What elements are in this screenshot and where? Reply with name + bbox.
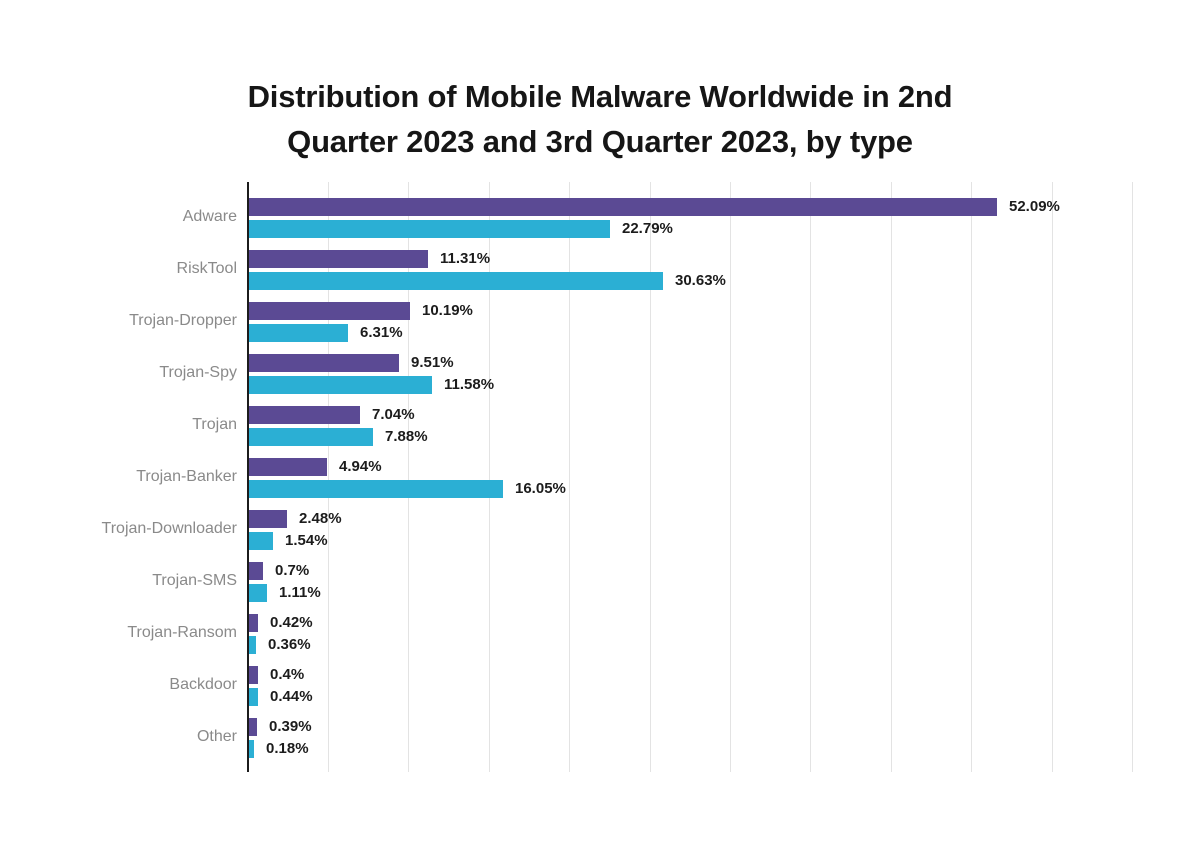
title-line-2: Quarter 2023 and 3rd Quarter 2023, by ty… — [287, 124, 913, 159]
gridline — [810, 182, 812, 772]
value-label-q2-adware: 52.09% — [1009, 198, 1060, 215]
category-label-trojan-banker: Trojan-Banker — [136, 468, 237, 485]
value-label-q3-trojan-spy: 11.58% — [444, 376, 495, 393]
bar-q3-adware — [248, 220, 610, 238]
bar-q2-adware — [248, 198, 997, 216]
value-label-q3-other: 0.18% — [266, 740, 309, 757]
gridline — [569, 182, 571, 772]
value-label-q2-backdoor: 0.4% — [270, 666, 305, 683]
value-label-q3-trojan-ransom: 0.36% — [268, 636, 311, 653]
bar-q3-trojan-spy — [248, 376, 432, 394]
bar-q3-risktool — [248, 272, 663, 290]
category-label-other: Other — [196, 728, 237, 745]
value-label-q3-trojan: 7.88% — [385, 428, 428, 445]
value-label-q2-trojan: 7.04% — [372, 406, 415, 423]
bar-q3-trojan-ransom — [248, 636, 256, 654]
bar-q3-trojan-sms — [248, 584, 267, 602]
gridline — [649, 182, 651, 772]
value-label-q3-trojan-sms: 1.11% — [279, 584, 321, 601]
bar-q2-risktool — [248, 250, 428, 268]
category-label-adware: Adware — [182, 208, 237, 225]
category-label-risktool: RiskTool — [176, 260, 237, 277]
value-label-q2-trojan-spy: 9.51% — [411, 354, 454, 371]
gridline — [1051, 182, 1053, 772]
value-label-q2-risktool: 11.31% — [440, 250, 491, 267]
bar-q3-other — [248, 740, 254, 758]
bar-q2-trojan-ransom — [248, 614, 258, 632]
value-label-q2-trojan-sms: 0.7% — [275, 562, 310, 579]
category-label-trojan-spy: Trojan-Spy — [159, 364, 237, 381]
bar-q3-backdoor — [248, 688, 258, 706]
gridline — [730, 182, 731, 772]
value-label-q3-risktool: 30.63% — [675, 272, 726, 289]
gridline — [890, 182, 892, 772]
bar-q2-trojan-sms — [248, 562, 263, 580]
bar-q3-trojan-downloader — [248, 532, 273, 550]
y-axis-line — [247, 182, 249, 772]
gridline — [1132, 182, 1133, 772]
value-label-q2-trojan-dropper: 10.19% — [422, 302, 473, 319]
value-label-q3-adware: 22.79% — [622, 220, 673, 237]
bar-q2-trojan-banker — [248, 458, 327, 476]
bar-q2-trojan-spy — [248, 354, 399, 372]
value-label-q2-trojan-downloader: 2.48% — [299, 510, 342, 527]
gridline — [328, 182, 329, 772]
page-title: Distribution of Mobile Malware Worldwide… — [0, 74, 1200, 164]
bar-q3-trojan-dropper — [248, 324, 348, 342]
title-line-1: Distribution of Mobile Malware Worldwide… — [247, 79, 953, 114]
category-label-trojan-dropper: Trojan-Dropper — [129, 312, 237, 329]
value-label-q3-trojan-banker: 16.05% — [515, 480, 566, 497]
gridline — [488, 182, 490, 772]
bar-q3-trojan-banker — [248, 480, 503, 498]
category-label-trojan-ransom: Trojan-Ransom — [127, 624, 237, 641]
value-label-q3-trojan-downloader: 1.54% — [285, 532, 328, 549]
bar-q2-trojan-dropper — [248, 302, 410, 320]
bar-q2-backdoor — [248, 666, 258, 684]
bar-q2-trojan-downloader — [248, 510, 287, 528]
bar-q2-trojan — [248, 406, 360, 424]
category-label-trojan-sms: Trojan-SMS — [152, 572, 237, 589]
value-label-q3-backdoor: 0.44% — [270, 688, 313, 705]
value-label-q3-trojan-dropper: 6.31% — [360, 324, 403, 341]
category-label-trojan-downloader: Trojan-Downloader — [101, 520, 237, 537]
value-label-q2-trojan-banker: 4.94% — [339, 458, 382, 475]
value-label-q2-trojan-ransom: 0.42% — [270, 614, 313, 631]
category-label-backdoor: Backdoor — [169, 676, 237, 693]
bar-q2-other — [248, 718, 257, 736]
gridline — [408, 182, 410, 772]
value-label-q2-other: 0.39% — [269, 718, 312, 735]
category-label-trojan: Trojan — [192, 416, 237, 433]
bar-q3-trojan — [248, 428, 373, 446]
gridline — [971, 182, 973, 772]
